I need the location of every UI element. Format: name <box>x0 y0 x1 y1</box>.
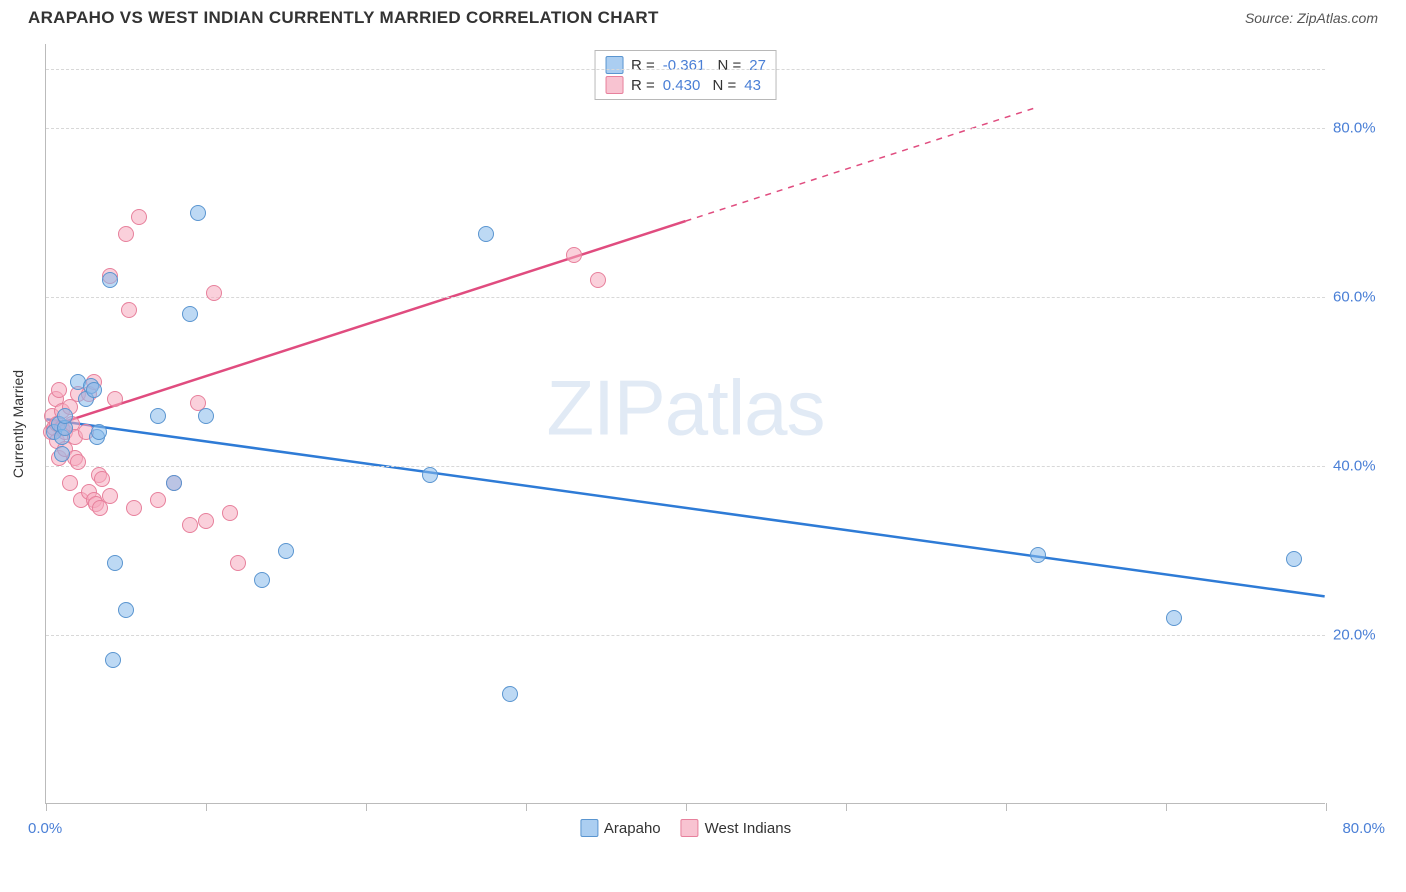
x-tick <box>526 803 527 811</box>
point-arapaho <box>107 555 123 571</box>
x-tick <box>46 803 47 811</box>
point-westindians <box>566 247 582 263</box>
gridline <box>46 69 1325 70</box>
point-arapaho <box>150 408 166 424</box>
point-westindians <box>222 505 238 521</box>
x-tick <box>846 803 847 811</box>
point-arapaho <box>422 467 438 483</box>
stats-box: R = -0.361 N = 27 R = 0.430 N = 43 <box>594 50 777 100</box>
point-arapaho <box>118 602 134 618</box>
point-westindians <box>62 475 78 491</box>
point-arapaho <box>105 652 121 668</box>
point-arapaho <box>86 382 102 398</box>
point-arapaho <box>190 205 206 221</box>
point-westindians <box>70 454 86 470</box>
point-westindians <box>198 513 214 529</box>
legend-item-arapaho: Arapaho <box>580 819 661 837</box>
gridline <box>46 297 1325 298</box>
point-arapaho <box>1166 610 1182 626</box>
point-westindians <box>131 209 147 225</box>
legend-swatch-arapaho <box>580 819 598 837</box>
y-axis-label: Currently Married <box>10 369 26 477</box>
x-tick <box>686 803 687 811</box>
point-arapaho <box>182 306 198 322</box>
stats-row-arapaho: R = -0.361 N = 27 <box>603 55 768 75</box>
point-arapaho <box>198 408 214 424</box>
point-arapaho <box>502 686 518 702</box>
plot-area: Currently Married ZIPatlas R = -0.361 N … <box>45 44 1325 804</box>
point-westindians <box>94 471 110 487</box>
point-westindians <box>102 488 118 504</box>
watermark: ZIPatlas <box>546 363 824 454</box>
y-tick-label: 20.0% <box>1333 627 1383 644</box>
chart-container: Currently Married ZIPatlas R = -0.361 N … <box>45 44 1385 822</box>
swatch-arapaho <box>605 56 623 74</box>
point-westindians <box>206 285 222 301</box>
x-tick <box>1166 803 1167 811</box>
y-tick-label: 80.0% <box>1333 120 1383 137</box>
point-westindians <box>107 391 123 407</box>
x-tick <box>1006 803 1007 811</box>
point-westindians <box>51 382 67 398</box>
point-arapaho <box>478 226 494 242</box>
point-arapaho <box>1286 551 1302 567</box>
source-label: Source: ZipAtlas.com <box>1245 10 1378 26</box>
point-westindians <box>230 555 246 571</box>
legend-item-westindians: West Indians <box>681 819 791 837</box>
y-tick-label: 60.0% <box>1333 289 1383 306</box>
point-arapaho <box>166 475 182 491</box>
point-westindians <box>182 517 198 533</box>
stats-row-westindians: R = 0.430 N = 43 <box>603 75 768 95</box>
point-westindians <box>121 302 137 318</box>
gridline <box>46 466 1325 467</box>
x-tick <box>366 803 367 811</box>
y-tick-label: 40.0% <box>1333 458 1383 475</box>
point-westindians <box>150 492 166 508</box>
point-arapaho <box>91 424 107 440</box>
x-tick <box>1326 803 1327 811</box>
point-arapaho <box>254 572 270 588</box>
x-tick-label: 80.0% <box>1342 820 1385 837</box>
legend-swatch-westindians <box>681 819 699 837</box>
point-arapaho <box>57 408 73 424</box>
bottom-legend: Arapaho West Indians <box>580 819 791 837</box>
point-westindians <box>590 272 606 288</box>
point-arapaho <box>278 543 294 559</box>
point-westindians <box>118 226 134 242</box>
gridline <box>46 128 1325 129</box>
point-arapaho <box>1030 547 1046 563</box>
swatch-westindians <box>605 76 623 94</box>
chart-title: ARAPAHO VS WEST INDIAN CURRENTLY MARRIED… <box>28 8 659 28</box>
point-arapaho <box>102 272 118 288</box>
regression-lines <box>46 44 1325 803</box>
gridline <box>46 635 1325 636</box>
point-arapaho <box>54 446 70 462</box>
x-tick <box>206 803 207 811</box>
x-tick-label: 0.0% <box>28 820 62 837</box>
point-westindians <box>126 500 142 516</box>
